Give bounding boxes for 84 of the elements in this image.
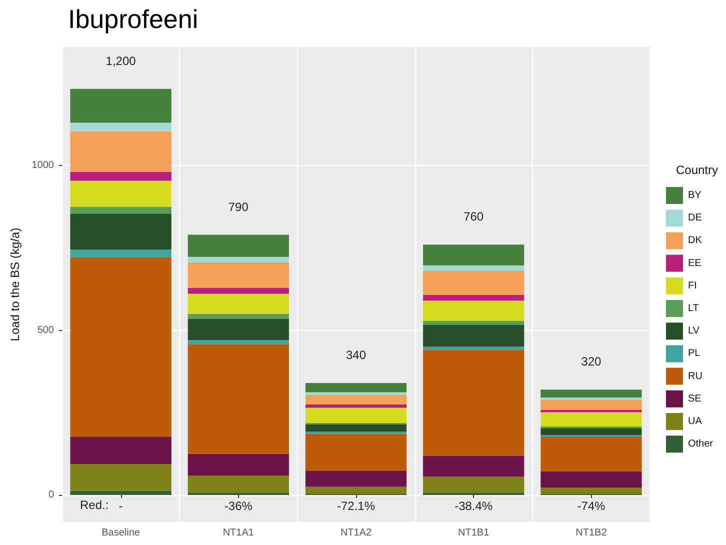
bar — [540, 390, 642, 398]
annotation: -72.1% — [336, 498, 376, 513]
bar — [188, 314, 289, 319]
legend-label: BY — [688, 190, 702, 201]
bar — [423, 476, 524, 493]
bar — [188, 476, 289, 493]
bar — [188, 256, 289, 262]
bar — [423, 456, 524, 477]
annotation: 790 — [228, 200, 249, 214]
x-tick-label: Baseline — [102, 528, 140, 538]
bar — [305, 404, 407, 408]
bar — [540, 437, 642, 472]
x-tick-label: NT1A2 — [340, 528, 372, 538]
annotation: Red.: — [80, 498, 109, 512]
bar — [188, 454, 289, 476]
x-tick-label: NT1B1 — [458, 528, 490, 538]
legend-label: LV — [688, 326, 700, 337]
bar — [70, 490, 172, 495]
y-tick-label: 0 — [48, 489, 54, 500]
annotation: - — [118, 498, 123, 513]
legend-label: DK — [688, 235, 702, 246]
bar — [540, 412, 642, 426]
bar — [70, 180, 172, 207]
annotation: 760 — [464, 210, 484, 224]
x-tick-label: NT1B2 — [576, 528, 608, 538]
bar — [70, 257, 172, 437]
legend-label: EE — [688, 258, 702, 269]
bar — [188, 294, 289, 314]
bar — [305, 408, 407, 423]
annotation: -38.4% — [454, 498, 493, 513]
y-tick-label: 500 — [37, 324, 54, 336]
annotation: 320 — [581, 354, 602, 369]
bar — [70, 88, 172, 123]
bar — [423, 295, 524, 301]
bar — [540, 400, 642, 410]
legend-label: FI — [688, 280, 697, 292]
bar — [70, 464, 172, 491]
annotation: 1,200 — [106, 54, 136, 68]
bar — [70, 250, 172, 258]
bar — [305, 486, 407, 494]
legend-label: Other — [688, 438, 714, 450]
bar — [188, 344, 289, 454]
annotation: -74% — [577, 498, 606, 513]
bar — [305, 424, 407, 432]
bar — [305, 382, 407, 392]
legend-title: Country — [676, 163, 718, 177]
bar — [305, 392, 407, 395]
annotation: -36% — [224, 498, 253, 513]
annotation: 340 — [346, 348, 366, 362]
bar — [188, 318, 289, 340]
bar — [540, 471, 642, 488]
y-tick-label: 1000 — [32, 160, 54, 172]
bar — [188, 288, 289, 294]
bar — [188, 340, 289, 344]
bar — [70, 172, 172, 181]
bar — [188, 234, 289, 257]
legend-label: UA — [688, 416, 702, 427]
bar — [540, 428, 642, 436]
bar — [423, 270, 524, 296]
bar — [423, 300, 524, 321]
chart-title: Ibuprofeeni — [68, 4, 198, 34]
legend-label: SE — [688, 393, 702, 404]
legend-label: PL — [688, 348, 701, 360]
bar — [423, 244, 524, 266]
bar — [70, 131, 172, 172]
bar — [423, 320, 524, 326]
bar — [423, 350, 524, 456]
bar — [305, 394, 407, 404]
bar — [423, 265, 524, 271]
bar — [70, 214, 172, 250]
bar — [70, 436, 172, 464]
legend-label: RU — [688, 370, 702, 382]
bar — [540, 488, 642, 494]
bar — [423, 325, 524, 347]
legend-label: DE — [688, 212, 702, 224]
legend-label: LT — [688, 303, 699, 314]
bar — [540, 397, 642, 400]
bar — [70, 122, 172, 132]
y-axis-title: Load to the BS (kg/a) — [8, 228, 22, 342]
bar — [305, 434, 407, 471]
bar — [305, 470, 407, 487]
x-tick-label: NT1A1 — [222, 528, 254, 538]
bar — [70, 206, 172, 214]
bar — [188, 262, 289, 288]
